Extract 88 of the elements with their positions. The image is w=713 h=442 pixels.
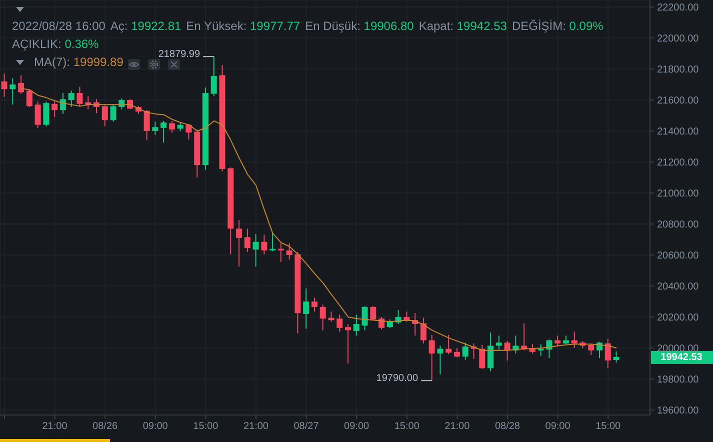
candlestick (168, 120, 175, 134)
candlestick (76, 86, 83, 108)
candlestick (538, 344, 544, 356)
candlestick (320, 304, 326, 331)
annotation: 19790.00 (376, 373, 418, 384)
candlestick (596, 341, 603, 359)
candlestick (554, 335, 561, 347)
x-tick-label: 09:00 (142, 421, 168, 432)
candlestick (496, 335, 502, 350)
candlestick (52, 101, 58, 118)
x-tick-label: 08/26 (92, 421, 118, 432)
annotation: 19999.89 (73, 55, 124, 69)
y-tick-label: 19800.00 (657, 374, 700, 386)
candlestick (303, 288, 310, 330)
candlestick (60, 92, 66, 114)
y-tick-label: 21600.00 (657, 96, 700, 107)
candlestick (18, 74, 24, 94)
candlestick (102, 104, 108, 127)
annotation: AÇIKLIK: 0.36% (12, 37, 99, 51)
candlestick (336, 314, 343, 332)
x-tick-label: 21:00 (444, 421, 470, 432)
candlestick (244, 228, 250, 252)
candlestick (588, 344, 594, 356)
candlestick (437, 345, 444, 375)
x-tick-label: 15:00 (596, 421, 622, 432)
candlestick (479, 344, 486, 370)
candlestick (446, 334, 452, 355)
candlestick (236, 220, 242, 268)
y-tick-label: 20400.00 (657, 282, 700, 293)
candlestick (43, 101, 50, 127)
candlestick (261, 234, 268, 255)
annotation: 2022/08/28 16:00 (12, 19, 106, 33)
candlestick (68, 90, 74, 108)
candlestick (462, 342, 468, 360)
y-tick-label: 22200.00 (657, 2, 700, 14)
candlestick (34, 101, 41, 128)
x-tick-label: 15:00 (394, 421, 420, 432)
annotation: Aç: 19922.81 (110, 19, 182, 33)
x-tick-label: 08/28 (494, 421, 520, 432)
x-tick-label: 21:00 (243, 421, 269, 432)
candlestick (353, 314, 360, 336)
candlestick (10, 78, 16, 106)
candlestick (286, 242, 292, 260)
candlestick (370, 306, 376, 321)
candlestick (345, 324, 352, 364)
x-tick-label: 09:00 (344, 421, 370, 432)
candlestick (270, 232, 276, 252)
candlestick (26, 88, 32, 108)
y-tick-label: 20600.00 (657, 250, 700, 262)
candlestick (521, 322, 528, 351)
annotation: 21879.99 (158, 49, 200, 60)
y-tick-label: 21000.00 (657, 188, 700, 200)
annotation: En Yüksek: 19977.77 (186, 19, 300, 33)
candlestick (362, 306, 368, 331)
annotation: Kapat: 19942.53 (418, 19, 507, 33)
y-tick-label: 19600.00 (657, 406, 700, 417)
text: 19942.53 (660, 352, 703, 363)
x-tick-label: 15:00 (193, 421, 219, 432)
y-tick-label: 22000.00 (657, 34, 700, 45)
candlestick (278, 242, 284, 262)
candlestick (160, 120, 167, 144)
series-label: MA(7): (34, 55, 70, 69)
candlestick (210, 56, 217, 97)
y-tick-label: 20200.00 (657, 312, 700, 324)
candlestick (1, 73, 8, 98)
y-tick-label: 21800.00 (657, 64, 700, 76)
x-tick-label: 21:00 (42, 421, 68, 432)
x-tick-label: 08/27 (294, 421, 320, 432)
candlestick (420, 317, 426, 344)
y-tick-label: 21200.00 (657, 158, 700, 169)
candlestick (252, 234, 259, 268)
candlestick (110, 104, 116, 122)
y-tick-label: 20800.00 (657, 220, 700, 231)
y-tick-label: 21400.00 (657, 126, 700, 138)
candlestick (454, 348, 460, 358)
candlestick (428, 334, 435, 382)
candlestick (152, 121, 158, 136)
candlestick (604, 338, 611, 369)
annotation: En Düşük: 19906.80 (305, 19, 414, 33)
candlestick (144, 110, 150, 141)
candlestick (311, 297, 318, 312)
x-tick-label: 09:00 (545, 421, 571, 432)
candlestick (488, 332, 494, 372)
candlestick (571, 331, 578, 349)
candlestick (504, 340, 510, 361)
annotation: DEĞİŞİM: 0.09% (512, 19, 604, 33)
candlestick (613, 350, 620, 363)
candlestick (378, 316, 385, 330)
